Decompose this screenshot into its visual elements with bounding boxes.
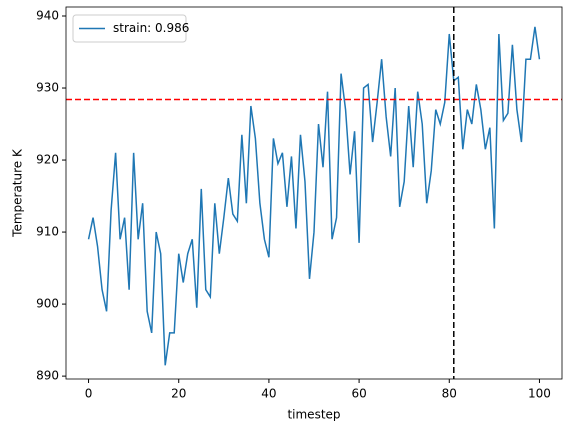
- x-tick-label: 40: [261, 387, 276, 401]
- y-tick-label: 930: [36, 81, 59, 95]
- y-tick-label: 900: [36, 297, 59, 311]
- y-tick-label: 940: [36, 9, 59, 23]
- y-axis-label: Temperature K: [11, 148, 25, 238]
- legend-box: [72, 14, 187, 43]
- x-tick-label: 0: [85, 387, 93, 401]
- axes-frame: [65, 6, 563, 380]
- y-tick-label: 910: [36, 225, 59, 239]
- y-tick-label: 890: [36, 369, 59, 383]
- data-line: [87, 26, 541, 366]
- x-tick-label: 20: [171, 387, 186, 401]
- y-tick-label: 920: [36, 153, 59, 167]
- x-tick-label: 100: [528, 387, 551, 401]
- x-axis-label: timestep: [287, 408, 340, 422]
- x-tick-label: 80: [442, 387, 457, 401]
- legend-label: strain: 0.986: [113, 21, 189, 35]
- x-tick-label: 60: [351, 387, 366, 401]
